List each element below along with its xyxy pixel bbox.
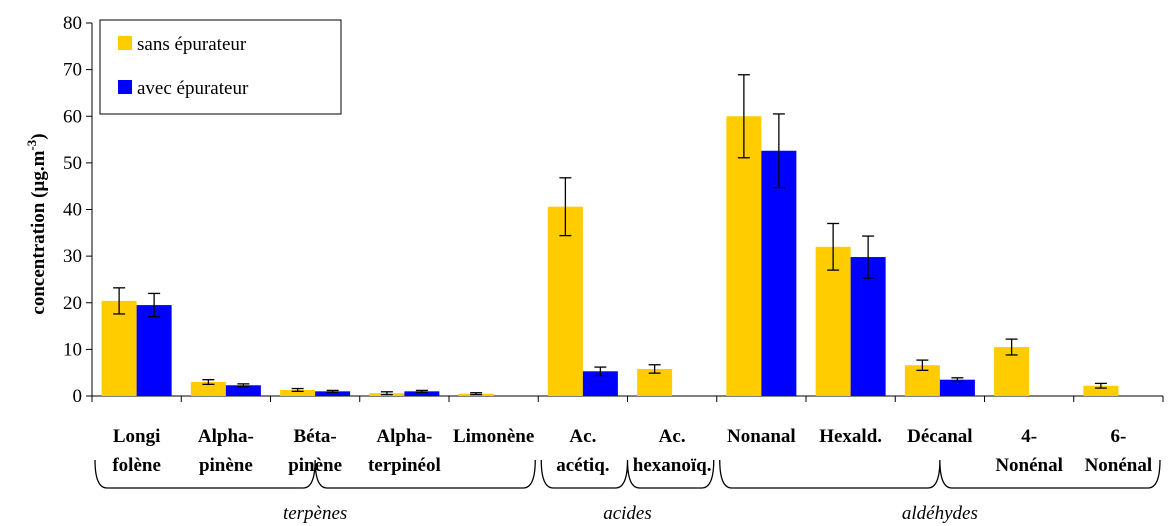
y-tick-label-0: 0 (73, 386, 83, 407)
bar-avec-epurateur-1 (225, 385, 261, 396)
bar-avec-epurateur-7 (761, 150, 797, 396)
x-tick-label-8: Hexald. (819, 426, 882, 447)
y-axis-label: concentration (µg.m-3) (24, 133, 49, 314)
bar-sans-epurateur-2 (280, 389, 316, 396)
bar-avec-epurateur-8 (850, 257, 886, 396)
y-tick-label-20: 20 (63, 293, 82, 314)
x-tick-label-6: Ac. hexanoïq. (633, 426, 712, 476)
y-tick-label-80: 80 (63, 13, 82, 34)
bar-sans-epurateur-11 (1083, 385, 1119, 396)
group-bracket-aldehydes (719, 459, 1161, 489)
y-tick-label-70: 70 (63, 60, 82, 81)
group-label-acides: acides (603, 503, 652, 524)
x-tick-label-5: Ac. acétiq. (556, 426, 609, 476)
group-bracket-acides (540, 459, 715, 489)
plot-area: 0 10 20 30 40 50 60 70 80 Longi folène Alpha-pinène… (63, 13, 1164, 524)
group-bracket-terpenes (94, 459, 536, 489)
x-tick-label-3: Alpha-terpinéol (368, 426, 441, 476)
x-tick-label-11: 6-Nonénal (1085, 426, 1153, 476)
x-tick-label-7: Nonanal (727, 426, 796, 447)
x-tick-label-0: Longi folène (112, 426, 161, 476)
legend-entry-avec-epurateur: avec épurateur (137, 78, 249, 99)
x-tick-label-4: Limonène (453, 426, 534, 447)
bar-sans-epurateur-8 (815, 246, 851, 396)
group-label-aldehydes: aldéhydes (902, 503, 978, 524)
x-tick-label-9: Décanal (907, 426, 972, 447)
bar-avec-epurateur-0 (136, 305, 172, 396)
bar-sans-epurateur-7 (726, 116, 762, 396)
group-label-terpenes: terpènes (283, 503, 347, 524)
legend-swatch-avec-epurateur (118, 80, 132, 94)
legend-box (99, 19, 342, 115)
x-tick-label-10: 4-Nonénal (995, 426, 1063, 476)
bar-avec-epurateur-2 (315, 391, 351, 396)
legend-swatch-sans-epurateur (118, 36, 132, 50)
bar-sans-epurateur-1 (190, 382, 226, 396)
bar-avec-epurateur-9 (939, 379, 975, 396)
y-tick-label-10: 10 (63, 339, 82, 360)
y-tick-label-50: 50 (63, 153, 82, 174)
y-tick-label-60: 60 (63, 106, 82, 127)
x-tick-label-1: Alpha-pinène (198, 426, 254, 476)
y-tick-label-40: 40 (63, 200, 82, 221)
bar-avec-epurateur-3 (404, 391, 440, 396)
bar-sans-epurateur-5 (547, 206, 583, 396)
legend-entry-sans-epurateur: sans épurateur (137, 34, 247, 55)
legend: sans épurateur avec épurateur (99, 19, 342, 115)
bar-sans-epurateur-0 (101, 300, 137, 396)
y-tick-label-30: 30 (63, 246, 82, 267)
